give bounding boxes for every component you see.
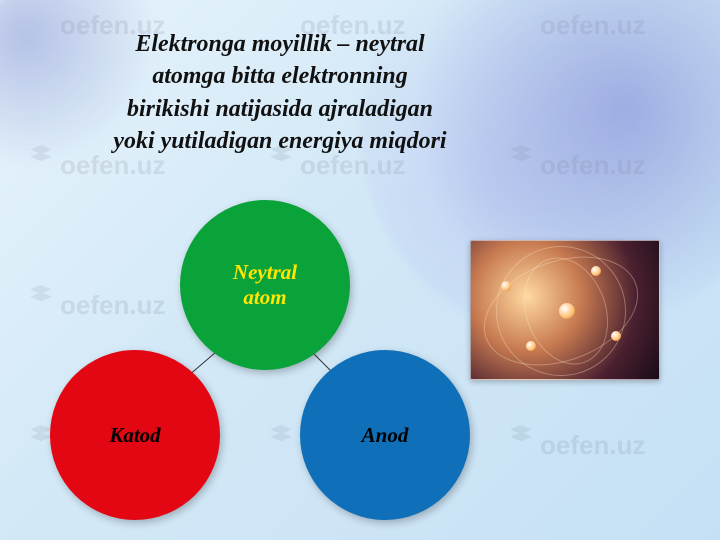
atom-illustration	[470, 240, 660, 380]
node-katod: Katod	[50, 350, 220, 520]
node-neutral: Neytral atom	[180, 200, 350, 370]
node-label: Anod	[362, 423, 409, 448]
title-line: atomga bitta elektronning	[60, 60, 500, 92]
page-title: Elektronga moyillik – neytral atomga bit…	[60, 28, 500, 157]
node-label: Neytral atom	[233, 260, 297, 310]
title-line: yoki yutiladigan energiya miqdori	[60, 125, 500, 157]
title-line: birikishi natijasida ajraladigan	[60, 93, 500, 125]
title-line: Elektronga moyillik – neytral	[60, 28, 500, 60]
node-anod: Anod	[300, 350, 470, 520]
diagram-tree: Neytral atom Katod Anod	[30, 200, 490, 520]
node-label: Katod	[109, 423, 160, 448]
